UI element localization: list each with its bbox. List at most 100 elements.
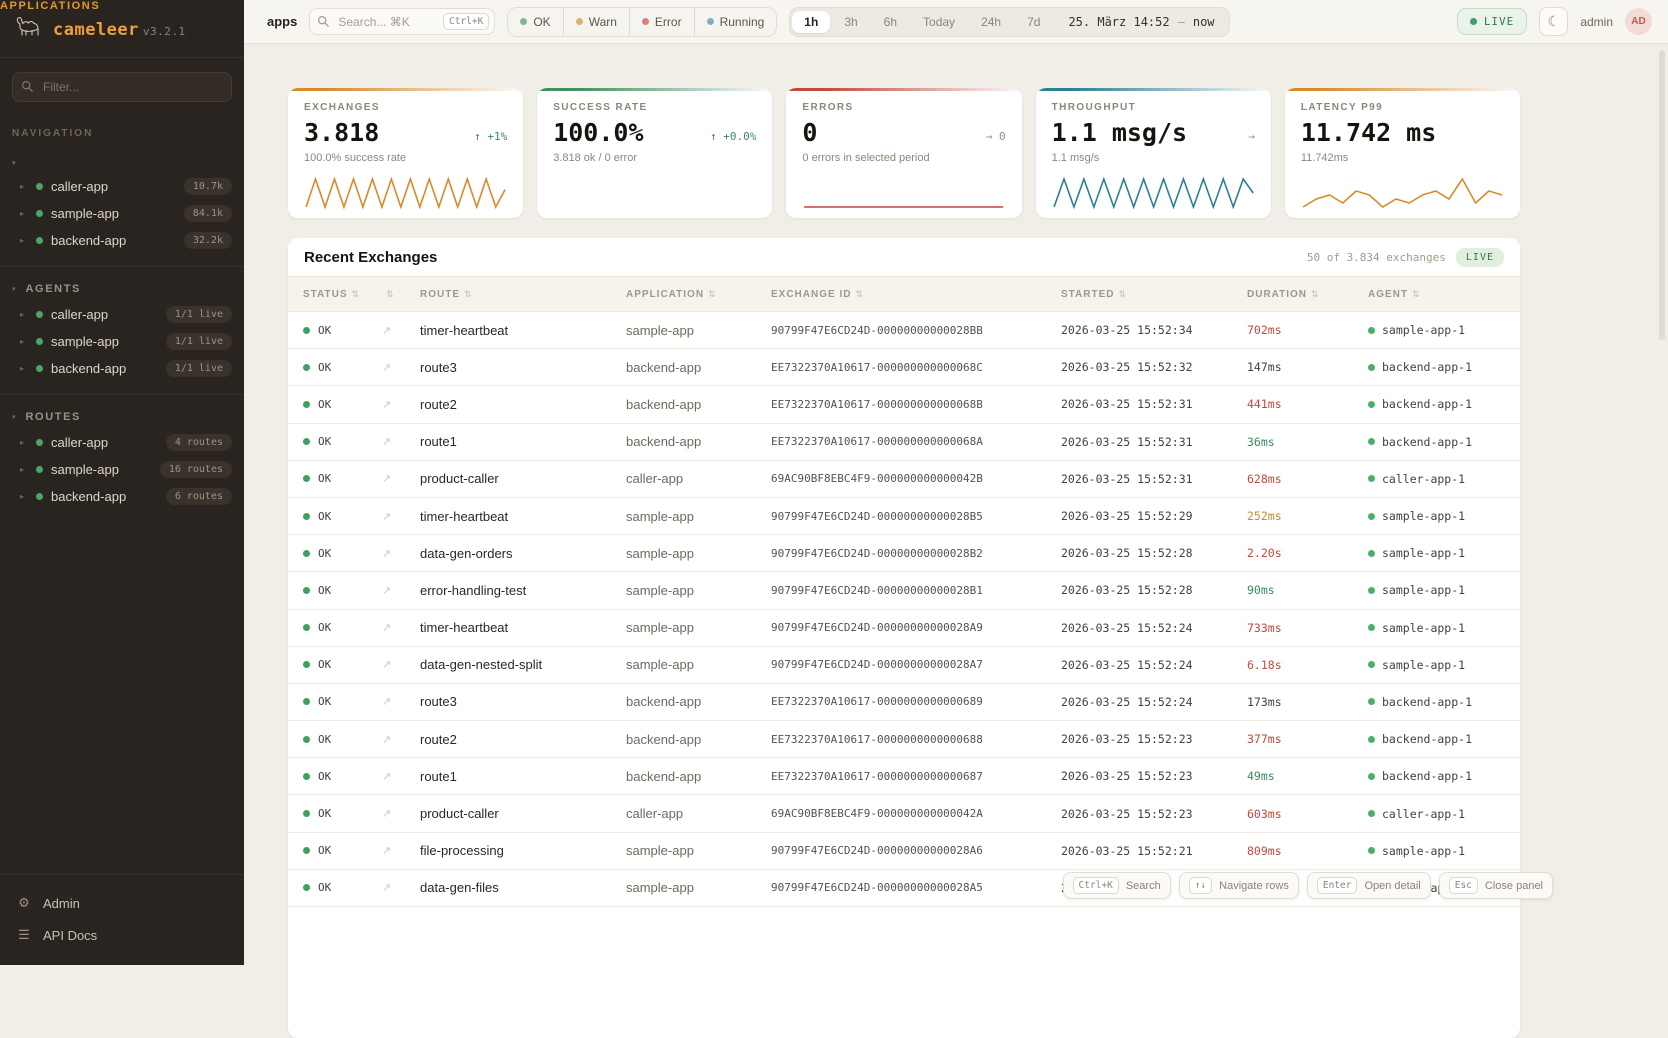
ok-status-dot	[303, 327, 310, 334]
open-detail-icon[interactable]: ↗	[382, 658, 420, 671]
time-range-button[interactable]: 6h	[872, 11, 909, 33]
agent-cell: backend-app-1	[1368, 435, 1505, 449]
exchange-id-cell: 90799F47E6CD24D-00000000000028B2	[771, 547, 1061, 560]
open-detail-icon[interactable]: ↗	[382, 435, 420, 448]
sidebar-item-agent[interactable]: ▸ backend-app 1/1 live	[0, 355, 244, 382]
table-row[interactable]: OK ↗ data-gen-orders sample-app 90799F47…	[288, 535, 1520, 572]
status-cell: OK	[303, 658, 382, 671]
sort-icon: ⇅	[1412, 289, 1421, 299]
status-dot	[36, 183, 43, 190]
duration-cell: 90ms	[1247, 583, 1368, 597]
open-detail-icon[interactable]: ↗	[382, 844, 420, 857]
global-search: Ctrl+K	[309, 8, 495, 35]
table-row[interactable]: OK ↗ product-caller caller-app 69AC90BF8…	[288, 795, 1520, 832]
open-detail-icon[interactable]: ↗	[382, 807, 420, 820]
open-detail-icon[interactable]: ↗	[382, 547, 420, 560]
sidebar-item-routes[interactable]: ▸ backend-app 6 routes	[0, 483, 244, 510]
section-header-routes[interactable]: ▾ ROUTES	[0, 405, 244, 429]
card-accent-bar	[537, 88, 772, 91]
column-header-agent[interactable]: AGENT⇅	[1368, 289, 1505, 300]
exchange-id-cell: EE7322370A10617-000000000000068C	[771, 361, 1061, 374]
status-filter-pill[interactable]: Error	[630, 8, 695, 36]
filter-input[interactable]	[12, 72, 232, 102]
sidebar-item-application[interactable]: ▸ backend-app 32.2k	[0, 227, 244, 254]
table-row[interactable]: OK ↗ data-gen-nested-split sample-app 90…	[288, 647, 1520, 684]
time-range-display[interactable]: 25. März 14:52 — now	[1054, 15, 1226, 29]
exchange-id-cell: 90799F47E6CD24D-00000000000028A6	[771, 844, 1061, 857]
open-detail-icon[interactable]: ↗	[382, 472, 420, 485]
table-row[interactable]: OK ↗ timer-heartbeat sample-app 90799F47…	[288, 498, 1520, 535]
status-filter-pill[interactable]: Running	[695, 8, 777, 36]
table-row[interactable]: OK ↗ route1 backend-app EE7322370A10617-…	[288, 424, 1520, 461]
column-header-status[interactable]: STATUS⇅	[303, 289, 382, 300]
column-header-started[interactable]: STARTED⇅	[1061, 289, 1247, 300]
status-cell: OK	[303, 695, 382, 708]
open-detail-icon[interactable]: ↗	[382, 398, 420, 411]
sort-icon: ⇅	[1311, 289, 1320, 299]
time-range-button[interactable]: 7d	[1015, 11, 1052, 33]
table-row[interactable]: OK ↗ route2 backend-app EE7322370A10617-…	[288, 721, 1520, 758]
sidebar-section-agents: ▾ AGENTS ▸ caller-app 1/1 live ▸ sample-…	[0, 267, 244, 395]
chevron-right-icon: ▸	[20, 492, 28, 501]
table-row[interactable]: OK ↗ file-processing sample-app 90799F47…	[288, 833, 1520, 870]
status-filter-pill[interactable]: OK	[508, 8, 563, 36]
open-detail-icon[interactable]: ↗	[382, 584, 420, 597]
table-row[interactable]: OK ↗ route3 backend-app EE7322370A10617-…	[288, 349, 1520, 386]
sidebar-item-routes[interactable]: ▸ sample-app 16 routes	[0, 456, 244, 483]
table-row[interactable]: OK ↗ route3 backend-app EE7322370A10617-…	[288, 684, 1520, 721]
column-header-exchange-id[interactable]: EXCHANGE ID⇅	[771, 289, 1061, 300]
table-row[interactable]: OK ↗ timer-heartbeat sample-app 90799F47…	[288, 610, 1520, 647]
status-filter-pill[interactable]: Warn	[564, 8, 630, 36]
agent-status-dot	[1368, 550, 1375, 557]
application-cell: sample-app	[626, 657, 771, 672]
started-cell: 2026-03-25 15:52:31	[1061, 435, 1247, 449]
open-detail-icon[interactable]: ↗	[382, 361, 420, 374]
route-cell: data-gen-files	[420, 880, 626, 895]
route-cell: data-gen-orders	[420, 546, 626, 561]
section-header-applications[interactable]: ▾ APPLICATIONS	[0, 153, 244, 173]
time-range-button[interactable]: Today	[911, 11, 967, 33]
open-detail-icon[interactable]: ↗	[382, 324, 420, 337]
sidebar-item-application[interactable]: ▸ sample-app 84.1k	[0, 200, 244, 227]
open-detail-icon[interactable]: ↗	[382, 770, 420, 783]
open-detail-icon[interactable]: ↗	[382, 733, 420, 746]
status-dot	[36, 493, 43, 500]
column-header-duration[interactable]: DURATION⇅	[1247, 289, 1368, 300]
table-row[interactable]: OK ↗ timer-heartbeat sample-app 90799F47…	[288, 312, 1520, 349]
open-detail-icon[interactable]: ↗	[382, 881, 420, 894]
time-range-button[interactable]: 3h	[832, 11, 869, 33]
column-header-link[interactable]: ⇅	[382, 289, 420, 300]
agent-status-dot	[1368, 661, 1375, 668]
open-detail-icon[interactable]: ↗	[382, 510, 420, 523]
sidebar-item-routes[interactable]: ▸ caller-app 4 routes	[0, 429, 244, 456]
agent-status-dot	[1368, 773, 1375, 780]
stat-card: THROUGHPUT 1.1 msg/s → 1.1 msg/s	[1036, 88, 1271, 218]
agent-status-dot	[1368, 736, 1375, 743]
avatar[interactable]: AD	[1625, 8, 1652, 35]
column-header-route[interactable]: ROUTE⇅	[420, 289, 626, 300]
scrollbar-thumb[interactable]	[1659, 50, 1665, 340]
sidebar-footer-item[interactable]: ⚙ Admin	[0, 887, 244, 919]
time-range-button[interactable]: 1h	[792, 11, 830, 33]
table-row[interactable]: OK ↗ route2 backend-app EE7322370A10617-…	[288, 386, 1520, 423]
table-row[interactable]: OK ↗ error-handling-test sample-app 9079…	[288, 572, 1520, 609]
sidebar-item-application[interactable]: ▸ caller-app 10.7k	[0, 173, 244, 200]
sidebar-item-agent[interactable]: ▸ sample-app 1/1 live	[0, 328, 244, 355]
status-filter-group: OK Warn Error Running	[507, 7, 777, 37]
column-header-application[interactable]: APPLICATION⇅	[626, 289, 771, 300]
duration-cell: 252ms	[1247, 509, 1368, 523]
dark-mode-toggle[interactable]: ☾	[1539, 7, 1568, 36]
table-row[interactable]: OK ↗ route1 backend-app EE7322370A10617-…	[288, 758, 1520, 795]
stat-value: 11.742 ms	[1301, 118, 1436, 147]
open-detail-icon[interactable]: ↗	[382, 695, 420, 708]
sidebar-footer-item[interactable]: ☰ API Docs	[0, 919, 244, 951]
live-toggle[interactable]: LIVE	[1457, 8, 1528, 35]
table-row[interactable]: OK ↗ product-caller caller-app 69AC90BF8…	[288, 461, 1520, 498]
section-header-agents[interactable]: ▾ AGENTS	[0, 277, 244, 301]
open-detail-icon[interactable]: ↗	[382, 621, 420, 634]
sidebar-item-agent[interactable]: ▸ caller-app 1/1 live	[0, 301, 244, 328]
keyboard-hint: Ctrl+K Search	[1063, 872, 1171, 899]
shortcut-badge: Ctrl+K	[443, 13, 489, 30]
time-range-button[interactable]: 24h	[969, 11, 1013, 33]
status-dot	[36, 210, 43, 217]
